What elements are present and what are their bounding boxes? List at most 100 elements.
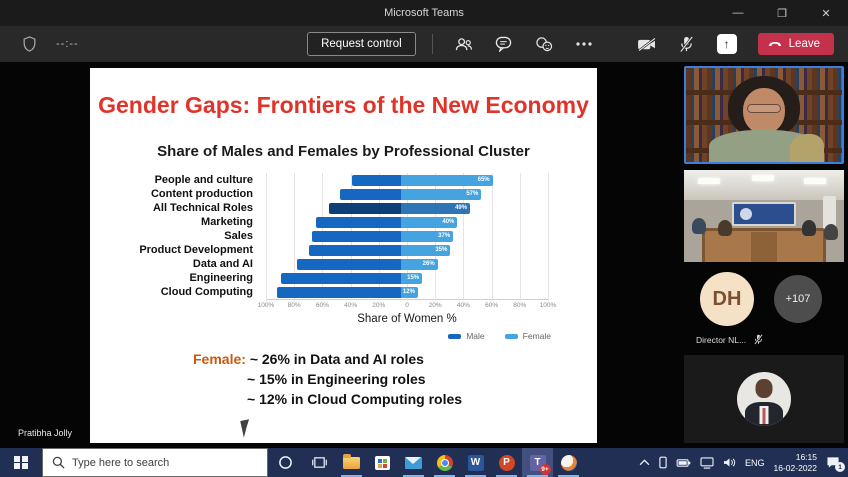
search-placeholder: Type here to search [72, 456, 170, 469]
axis-tick-label: 20% [372, 302, 386, 309]
axis-tick-label: 40% [456, 302, 470, 309]
maximize-button[interactable]: ❐ [777, 7, 787, 20]
slide-title: Gender Gaps: Frontiers of the New Econom… [98, 92, 589, 118]
leave-button[interactable]: Leave [757, 33, 834, 55]
more-options-icon[interactable] [569, 31, 599, 57]
cortana-icon [278, 456, 292, 469]
mic-off-icon[interactable] [672, 31, 702, 57]
chart-row: All Technical Roles 49% [100, 201, 597, 215]
male-bar [316, 216, 401, 228]
room-person [802, 220, 816, 236]
action-center-button[interactable]: 1 [826, 456, 845, 472]
ceiling-light [698, 178, 720, 184]
category-label: Content production [150, 187, 253, 200]
windows-taskbar: Type here to search W P T 9+ ENG 16:15 [0, 448, 848, 477]
taskbar-search-input[interactable]: Type here to search [42, 448, 268, 477]
conference-room-video-tile[interactable] [684, 170, 844, 262]
task-view-button[interactable] [302, 448, 336, 477]
participant-video-tile[interactable] [684, 355, 844, 443]
category-label: People and culture [154, 173, 253, 186]
meeting-stage: Gender Gaps: Frontiers of the New Econom… [0, 62, 848, 448]
table-center [751, 232, 777, 262]
row-plot: 35% [260, 243, 542, 257]
tray-expand-icon[interactable] [639, 459, 650, 466]
taskbar-clock[interactable]: 16:15 16-02-2022 [774, 452, 817, 473]
reactions-icon[interactable] [529, 31, 559, 57]
stop-sharing-icon[interactable]: ↑ [712, 31, 742, 57]
category-label: Product Development [139, 243, 253, 256]
chart-row: Product Development 35% [100, 243, 597, 257]
participants-icon[interactable] [449, 31, 479, 57]
female-bar: 65% [401, 174, 493, 186]
file-explorer-button[interactable] [336, 448, 367, 477]
network-icon[interactable] [700, 456, 714, 469]
battery-icon[interactable] [676, 458, 691, 468]
word-icon: W [467, 454, 484, 471]
gridline [519, 173, 521, 301]
chrome-button[interactable] [429, 448, 460, 477]
clock-time: 16:15 [795, 451, 817, 462]
request-control-button[interactable]: Request control [307, 32, 416, 56]
task-view-icon [311, 457, 327, 468]
row-plot: 40% [260, 215, 542, 229]
paint-icon [560, 454, 577, 471]
teams-notification-badge: 9+ [539, 463, 551, 475]
minimize-button[interactable]: — [732, 7, 744, 19]
legend-swatch [448, 333, 462, 339]
row-plot: 49% [260, 201, 542, 215]
chart-plot-area: People and culture 65% Content production 5… [100, 173, 597, 301]
row-plot: 37% [260, 229, 542, 243]
speaker-video-tile[interactable] [684, 66, 844, 164]
mail-button[interactable] [398, 448, 429, 477]
note-lead: Female: [193, 351, 246, 367]
powerpoint-icon: P [498, 454, 515, 471]
chart-title: Share of Males and Females by Profession… [157, 143, 530, 160]
word-button[interactable]: W [460, 448, 491, 477]
category-label: Sales [224, 229, 253, 242]
bar-value-label: 15% [407, 275, 420, 281]
axis-tick-label: 100% [257, 302, 275, 309]
gridline [491, 173, 493, 301]
participant-portrait [737, 372, 791, 426]
gridline [294, 173, 296, 301]
mail-icon [405, 456, 422, 469]
paint-button[interactable] [553, 448, 584, 477]
female-bar: 26% [401, 258, 438, 270]
female-bar: 49% [401, 202, 471, 214]
teams-icon: T 9+ [529, 454, 551, 475]
note-text-1: ~ 26% in Data and AI roles [249, 351, 424, 367]
microsoft-store-button[interactable] [367, 448, 398, 477]
close-button[interactable]: ✕ [821, 7, 831, 20]
male-bar [351, 174, 401, 186]
volume-icon[interactable] [723, 457, 736, 468]
participant-name-label: Director NL... [696, 334, 763, 345]
portrait-tie [762, 408, 766, 424]
bar-value-label: 12% [402, 289, 415, 295]
female-bar: 12% [401, 286, 418, 298]
row-plot: 65% [260, 173, 542, 187]
file-explorer-icon [343, 453, 360, 469]
powerpoint-button[interactable]: P [491, 448, 522, 477]
start-button[interactable] [0, 448, 42, 477]
ceiling-light [752, 175, 774, 181]
note-line-3: ~ 12% in Cloud Computing roles [247, 390, 463, 407]
chat-icon[interactable] [489, 31, 519, 57]
overflow-participants-badge[interactable]: +107 [774, 275, 822, 323]
camera-off-icon[interactable] [632, 31, 662, 57]
gridline [266, 173, 267, 301]
leave-label: Leave [788, 38, 820, 50]
system-tray: ENG 16:15 16-02-2022 1 [639, 448, 848, 477]
axis-tick-label: 60% [315, 302, 329, 309]
female-bar: 15% [401, 272, 423, 284]
chart-row: Engineering 15% [100, 271, 597, 285]
row-plot: 26% [260, 257, 542, 271]
legend-item: Female [504, 331, 551, 341]
teams-button[interactable]: T 9+ [522, 448, 553, 477]
cortana-button[interactable] [268, 448, 302, 477]
avatar[interactable]: DH [700, 272, 754, 326]
title-bar: Microsoft Teams — ❐ ✕ [0, 0, 848, 26]
meeting-toolbar: --:-- Request control ↑ Leave [0, 26, 848, 62]
legend-swatch [504, 333, 518, 339]
language-indicator[interactable]: ENG [745, 457, 765, 468]
phone-device-icon[interactable] [659, 456, 667, 469]
